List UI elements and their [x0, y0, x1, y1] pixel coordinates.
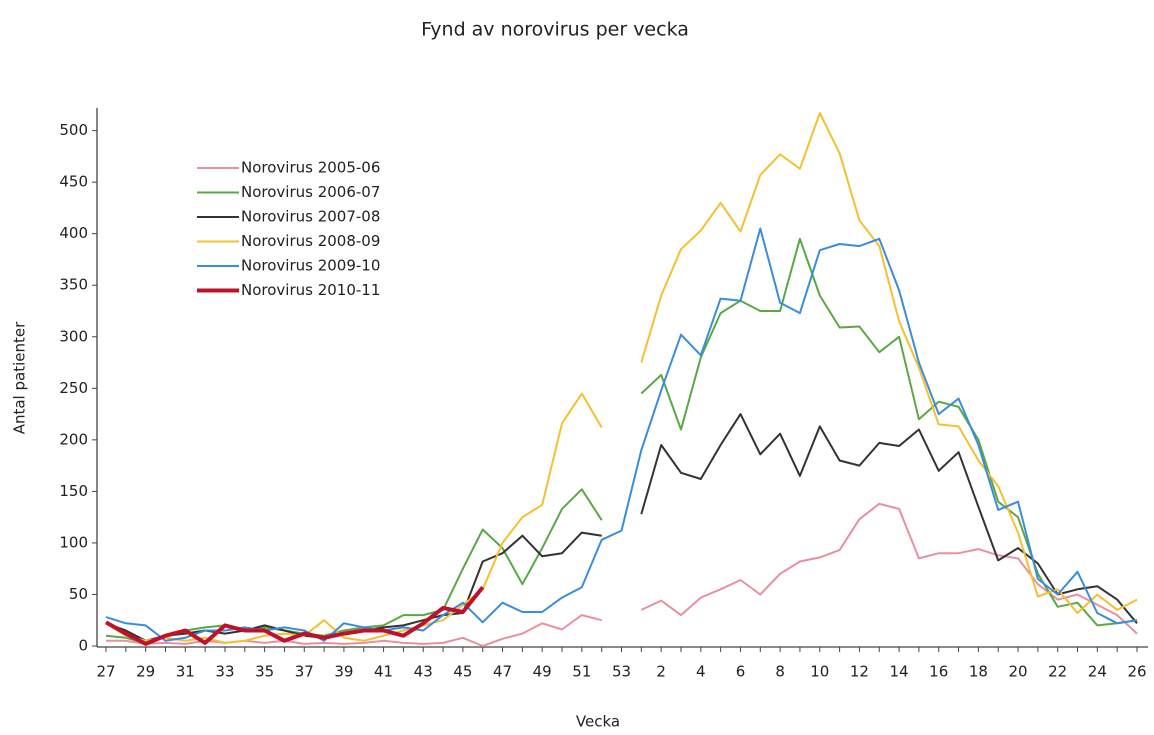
- legend-label: Norovirus 2009-10: [241, 257, 380, 275]
- x-tick-label: 14: [890, 663, 909, 681]
- x-tick-label: 33: [215, 663, 234, 681]
- x-tick-label: 8: [775, 663, 785, 681]
- x-tick-label: 27: [96, 663, 115, 681]
- x-axis-label: Vecka: [576, 713, 620, 731]
- x-tick-label: 39: [334, 663, 353, 681]
- x-tick-label: 16: [929, 663, 948, 681]
- series-line: [105, 112, 1138, 644]
- x-tick-label: 26: [1127, 663, 1146, 681]
- x-tick-label: 29: [136, 663, 155, 681]
- chart-title: Fynd av norovirus per vecka: [421, 19, 689, 41]
- x-tick-label: 4: [696, 663, 706, 681]
- series-line: [105, 237, 1138, 644]
- x-tick-label: 43: [414, 663, 433, 681]
- x-tick-label: 2: [656, 663, 666, 681]
- x-tick-label: 41: [374, 663, 393, 681]
- x-tick-label: 53: [612, 663, 631, 681]
- y-tick-label: 400: [59, 224, 88, 242]
- x-tick-label: 12: [850, 663, 869, 681]
- series-line: [105, 585, 485, 646]
- x-tick-label: 6: [736, 663, 746, 681]
- legend-label: Norovirus 2008-09: [241, 232, 380, 250]
- y-tick-label: 500: [59, 121, 88, 139]
- x-tick-label: 47: [493, 663, 512, 681]
- x-tick-label: 35: [255, 663, 274, 681]
- y-tick-label: 50: [69, 585, 88, 603]
- y-tick-label: 300: [59, 327, 88, 345]
- y-tick-label: 100: [59, 533, 88, 551]
- x-tick-label: 45: [453, 663, 472, 681]
- y-tick-label: 200: [59, 430, 88, 448]
- y-tick-label: 0: [78, 637, 88, 655]
- x-tick-label: 31: [176, 663, 195, 681]
- x-tick-label: 22: [1048, 663, 1067, 681]
- legend-label: Norovirus 2005-06: [241, 159, 380, 177]
- y-tick-label: 150: [59, 482, 88, 500]
- y-tick-label: 450: [59, 173, 88, 191]
- x-tick-label: 20: [1008, 663, 1027, 681]
- x-tick-label: 24: [1088, 663, 1107, 681]
- x-tick-label: 51: [572, 663, 591, 681]
- x-tick-label: 49: [533, 663, 552, 681]
- x-tick-label: 10: [810, 663, 829, 681]
- legend-label: Norovirus 2006-07: [241, 183, 380, 201]
- y-axis-label: Antal patienter: [11, 321, 29, 434]
- y-tick-label: 350: [59, 276, 88, 294]
- series-line: [106, 502, 1138, 647]
- series-line: [105, 227, 1138, 642]
- legend-label: Norovirus 2010-11: [241, 281, 380, 299]
- x-tick-label: 18: [969, 663, 988, 681]
- y-tick-label: 250: [59, 379, 88, 397]
- x-tick-label: 37: [295, 663, 314, 681]
- legend-label: Norovirus 2007-08: [241, 208, 380, 226]
